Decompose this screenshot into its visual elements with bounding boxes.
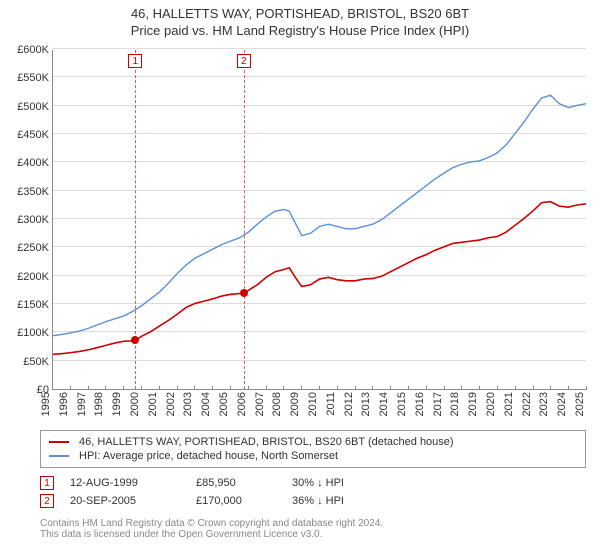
chart-title-block: 46, HALLETTS WAY, PORTISHEAD, BRISTOL, B…: [0, 0, 600, 38]
x-axis-label: 2015: [396, 392, 408, 416]
x-axis-label: 2006: [236, 392, 248, 416]
y-axis-label: £150K: [3, 299, 49, 311]
y-axis-label: £50K: [3, 356, 49, 368]
sale-marker-dot: [131, 336, 139, 344]
x-axis-label: 2004: [200, 392, 212, 416]
x-axis-label: 2024: [556, 392, 568, 416]
x-axis-label: 2005: [218, 392, 230, 416]
sale-marker-dot: [240, 289, 248, 297]
x-axis-label: 1996: [58, 392, 70, 416]
sale-marker-box: 1: [128, 54, 142, 68]
sale-marker-1-icon: 1: [40, 476, 54, 490]
sale-price: £85,950: [196, 477, 276, 489]
y-axis-label: £550K: [3, 72, 49, 84]
sale-price: £170,000: [196, 495, 276, 507]
x-axis-label: 2025: [574, 392, 586, 416]
sale-delta: 36% ↓ HPI: [292, 495, 344, 507]
legend-swatch-hpi: [49, 455, 69, 457]
x-axis-label: 1999: [111, 392, 123, 416]
title-subtitle: Price paid vs. HM Land Registry's House …: [0, 23, 600, 38]
x-axis-label: 2002: [164, 392, 176, 416]
series-line-hpi: [53, 95, 586, 335]
title-address: 46, HALLETTS WAY, PORTISHEAD, BRISTOL, B…: [0, 6, 600, 21]
x-axis-label: 2010: [307, 392, 319, 416]
sales-row: 1 12-AUG-1999 £85,950 30% ↓ HPI: [40, 474, 586, 492]
x-axis-label: 2007: [253, 392, 265, 416]
x-axis-label: 2022: [520, 392, 532, 416]
x-axis-label: 1998: [93, 392, 105, 416]
x-axis-label: 2003: [182, 392, 194, 416]
y-axis-label: £400K: [3, 157, 49, 169]
y-axis-label: £350K: [3, 186, 49, 198]
x-axis-label: 2016: [414, 392, 426, 416]
x-axis-label: 2020: [485, 392, 497, 416]
x-axis-label: 2023: [538, 392, 550, 416]
x-axis-label: 2001: [147, 392, 159, 416]
x-axis-label: 2014: [378, 392, 390, 416]
x-axis-ticks: 1995199619971998199920002001200220032004…: [52, 390, 586, 426]
x-axis-label: 2017: [431, 392, 443, 416]
y-axis-label: £500K: [3, 101, 49, 113]
y-axis-label: £250K: [3, 242, 49, 254]
y-axis-label: £100K: [3, 327, 49, 339]
attribution-line1: Contains HM Land Registry data © Crown c…: [40, 518, 586, 529]
x-axis-label: 2011: [325, 392, 337, 416]
y-axis-label: £200K: [3, 271, 49, 283]
price-chart: £0£50K£100K£150K£200K£250K£300K£350K£400…: [52, 50, 586, 390]
legend-swatch-property: [49, 441, 69, 443]
legend-row-property: 46, HALLETTS WAY, PORTISHEAD, BRISTOL, B…: [49, 435, 577, 449]
x-axis-label: 2013: [360, 392, 372, 416]
sale-date: 12-AUG-1999: [70, 477, 180, 489]
x-tick-mark: [586, 386, 587, 390]
attribution-text: Contains HM Land Registry data © Crown c…: [40, 518, 586, 540]
legend-row-hpi: HPI: Average price, detached house, Nort…: [49, 449, 577, 463]
x-axis-label: 2012: [342, 392, 354, 416]
sales-row: 2 20-SEP-2005 £170,000 36% ↓ HPI: [40, 492, 586, 510]
sales-table: 1 12-AUG-1999 £85,950 30% ↓ HPI 2 20-SEP…: [40, 474, 586, 510]
y-axis-label: £450K: [3, 129, 49, 141]
sale-marker-box: 2: [237, 54, 251, 68]
y-axis-label: £600K: [3, 44, 49, 56]
x-axis-label: 2018: [449, 392, 461, 416]
y-gridline: [53, 48, 586, 49]
x-axis-label: 1995: [40, 392, 52, 416]
series-line-property: [53, 202, 586, 355]
x-axis-label: 2000: [129, 392, 141, 416]
legend-label-property: 46, HALLETTS WAY, PORTISHEAD, BRISTOL, B…: [79, 436, 454, 448]
x-axis-label: 1997: [75, 392, 87, 416]
x-axis-label: 2021: [503, 392, 515, 416]
y-axis-label: £300K: [3, 214, 49, 226]
sale-date: 20-SEP-2005: [70, 495, 180, 507]
x-axis-label: 2019: [467, 392, 479, 416]
sale-marker-2-icon: 2: [40, 494, 54, 508]
x-axis-label: 2008: [271, 392, 283, 416]
sale-delta: 30% ↓ HPI: [292, 477, 344, 489]
legend-label-hpi: HPI: Average price, detached house, Nort…: [79, 450, 338, 462]
x-axis-label: 2009: [289, 392, 301, 416]
attribution-line2: This data is licensed under the Open Gov…: [40, 529, 586, 540]
chart-legend: 46, HALLETTS WAY, PORTISHEAD, BRISTOL, B…: [40, 430, 586, 468]
